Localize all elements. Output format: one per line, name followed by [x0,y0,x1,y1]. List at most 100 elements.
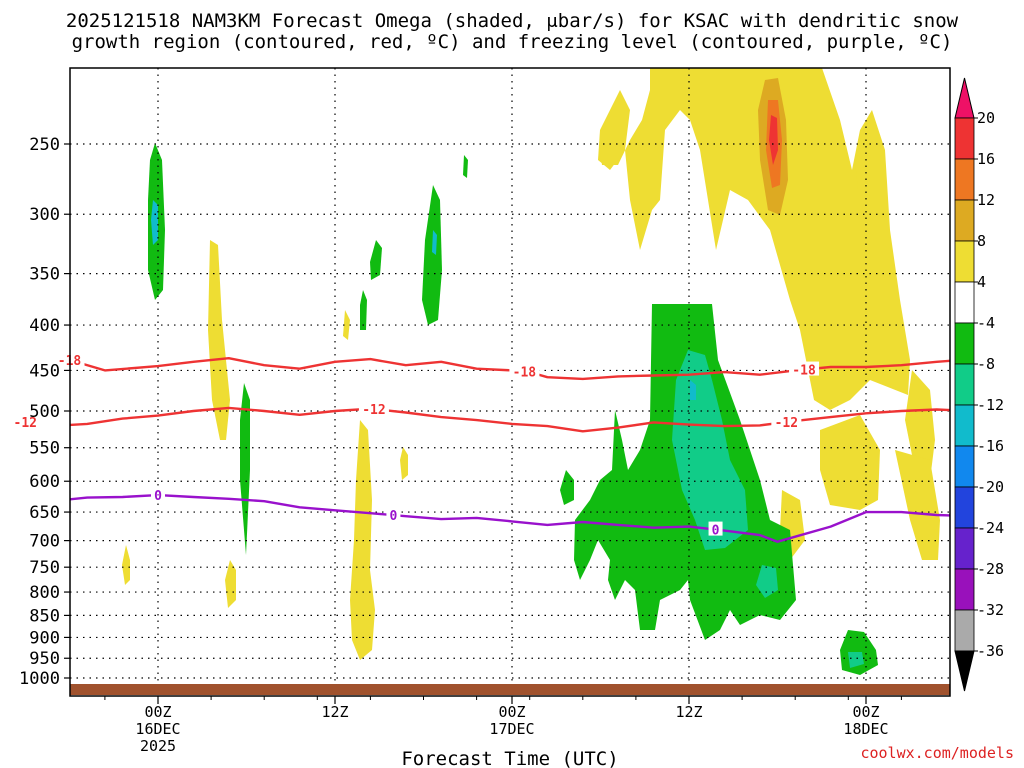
colorbar-swatch [954,240,975,283]
colorbar-swatch [954,322,975,365]
colorbar-bottom-triangle [954,650,975,692]
x-tick-label: 16DEC [135,720,180,738]
omega-region-negative [422,185,442,325]
colorbar: 20 16 12 8 4 -4 -8 -12 -16 -20 -24 -28 -32 -36 [954,77,1004,692]
colorbar-label: 4 [977,273,986,291]
omega-region-positive [600,68,910,410]
contour-label: -18 [792,364,816,379]
colorbar-label: 20 [977,109,995,127]
omega-region-strong-negative [848,652,864,668]
colorbar-swatch [954,527,975,570]
y-tick-label: 400 [29,316,60,336]
omega-region-positive [343,310,350,340]
omega-region-negative [560,470,574,505]
y-tick-label: 850 [29,606,60,626]
contour-label: 0 [712,524,720,539]
omega-region-positive [208,240,230,440]
contour-label: -12 [775,416,798,431]
colorbar-swatch [954,568,975,611]
x-tick-label: 17DEC [489,720,534,738]
contour-label: 0 [154,489,162,504]
colorbar-label: -8 [977,355,995,373]
y-tick-label: 700 [29,532,60,552]
y-axis: 2503003504004505005506006507007508008509… [19,135,70,689]
colorbar-swatch [954,404,975,447]
colorbar-label: -36 [977,642,1004,660]
colorbar-swatch [954,158,975,201]
contour-label: -18 [513,366,537,381]
y-tick-label: 900 [29,628,60,648]
contour-label-bg [771,414,802,429]
omega-region-positive [400,447,408,480]
omega-region-positive [905,370,935,480]
x-tick-label: 00Z [852,703,879,721]
y-tick-label: 250 [29,135,60,155]
omega-region-positive [350,420,375,660]
contour-label: -12 [14,416,37,431]
omega-region-core-negative [151,200,158,245]
ground-strip [70,684,950,695]
contour-line [70,406,950,433]
omega-region-positive [820,415,880,510]
omega-region-max [769,115,778,165]
chart-title-line-1: 2025121518 NAM3KM Forecast Omega (shaded… [65,10,959,32]
colorbar-label: -4 [977,314,995,332]
colorbar-label: -16 [977,437,1004,455]
omega-region-core-negative [432,230,437,255]
colorbar-label: 8 [977,232,986,250]
x-tick-label: 2025 [140,737,176,755]
contour-label-bg [386,507,401,522]
colorbar-swatch [954,609,975,652]
colorbar-swatch [954,281,975,324]
chart-title-line-2: growth region (contoured, red, ºC) and f… [71,31,953,53]
x-axis-label: Forecast Time (UTC) [401,748,618,768]
omega-region-positive [225,560,236,608]
omega-region-negative [240,383,250,555]
contour-label: 0 [389,509,397,524]
colorbar-swatch [954,199,975,242]
omega-region-negative [360,290,367,330]
colorbar-swatch [954,363,975,406]
y-tick-label: 750 [29,558,60,578]
colorbar-label: -12 [977,396,1004,414]
x-tick-label: 12Z [321,703,348,721]
plot-frame [69,67,951,697]
x-tick-label: 12Z [675,703,702,721]
x-tick-label: 00Z [498,703,525,721]
colorbar-label: 12 [977,191,995,209]
omega-region-core-negative [690,380,696,400]
colorbar-label: -28 [977,560,1004,578]
y-tick-label: 450 [29,361,60,381]
contour-label-bg [151,487,165,502]
contour-label: -12 [362,403,385,418]
colorbar-swatch [954,117,975,160]
y-tick-label: 600 [29,472,60,492]
colorbar-swatch [954,486,975,529]
omega-region-strong-negative [756,565,778,598]
colorbar-top-triangle [954,77,975,119]
contour-label-bg [708,521,723,536]
y-tick-label: 350 [29,265,60,285]
y-tick-label: 950 [29,649,60,669]
x-tick-label: 18DEC [843,720,888,738]
y-tick-label: 800 [29,583,60,603]
contour-label-bg [10,414,41,429]
credit-text: coolwx.com/models [860,744,1014,762]
colorbar-swatch [954,445,975,488]
y-tick-label: 500 [29,402,60,422]
colorbar-label: -24 [977,519,1004,537]
contour-label-bg [358,401,389,416]
x-tick-label: 00Z [144,703,171,721]
omega-region-positive [895,450,940,560]
omega-shading [122,68,940,675]
y-tick-label: 650 [29,503,60,523]
contour-label-bg [509,363,540,378]
contour-label-bg [789,361,820,376]
colorbar-label: -20 [977,478,1004,496]
y-tick-label: 300 [29,205,60,225]
colorbar-label: 16 [977,150,995,168]
chart-gridlines [70,68,950,696]
